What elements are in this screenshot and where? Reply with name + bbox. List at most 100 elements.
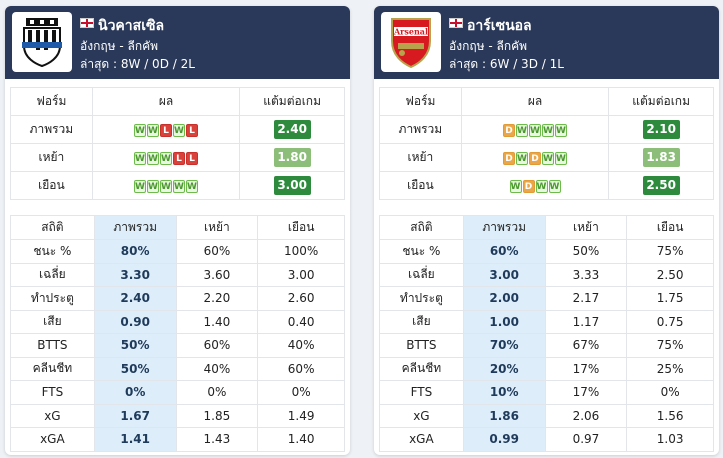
stats-row: เสีย 1.00 1.17 0.75 xyxy=(379,309,714,334)
form-row-label: ภาพรวม xyxy=(10,115,93,144)
stat-value: 1.85 xyxy=(175,403,259,428)
result-badge[interactable]: W xyxy=(134,179,147,193)
stats-header-cell: สถิติ xyxy=(379,215,464,240)
ppg-badge: 2.50 xyxy=(642,176,680,195)
ppg-cell: 1.80 xyxy=(239,143,345,172)
result-badge[interactable]: W xyxy=(147,123,160,137)
team-header: นิวคาสเซิล อังกฤษ - ลีกคัพ ล่าสุด : 8W / 0… xyxy=(5,6,350,79)
result-badge[interactable]: W xyxy=(173,123,186,137)
stat-label: xGA xyxy=(379,427,464,452)
stat-label: เสีย xyxy=(10,309,95,334)
form-row: เยือน W D W W 2.50 xyxy=(379,171,714,200)
form-row-label: เหย้า xyxy=(379,143,462,172)
league-name[interactable]: อังกฤษ - ลีกคัพ xyxy=(80,39,159,53)
result-badge[interactable]: L xyxy=(160,123,173,137)
result-badge[interactable]: W xyxy=(134,151,147,165)
stat-value: 1.49 xyxy=(257,403,345,428)
form-header-cell: ฟอร์ม xyxy=(10,87,93,116)
result-badge[interactable]: W xyxy=(173,179,186,193)
stats-row: ชนะ % 80% 60% 100% xyxy=(10,239,345,264)
stats-row: xGA 1.41 1.43 1.40 xyxy=(10,427,345,452)
result-badge[interactable]: D xyxy=(503,151,516,165)
newcastle-crest-icon[interactable] xyxy=(12,12,72,72)
stats-row: xG 1.67 1.85 1.49 xyxy=(10,403,345,428)
result-badge[interactable]: W xyxy=(555,123,568,137)
result-badge[interactable]: W xyxy=(160,179,173,193)
form-row-label: เหย้า xyxy=(10,143,93,172)
form-header-cell: แต้มต่อเกม xyxy=(608,87,714,116)
stat-value: 0% xyxy=(93,380,177,405)
stat-value: 2.50 xyxy=(626,262,714,287)
ppg-cell: 2.40 xyxy=(239,115,345,144)
result-badge[interactable]: W xyxy=(186,179,199,193)
stat-value: 1.17 xyxy=(544,309,628,334)
stat-value: 1.41 xyxy=(93,427,177,452)
result-badge[interactable]: D xyxy=(503,123,516,137)
result-badge[interactable]: W xyxy=(160,151,173,165)
stat-label: เฉลี่ย xyxy=(10,262,95,287)
form-row: ภาพรวม D W W W W 2.10 xyxy=(379,115,714,144)
result-badge[interactable]: W xyxy=(529,123,542,137)
result-badge[interactable]: L xyxy=(173,151,186,165)
result-badge[interactable]: W xyxy=(147,151,160,165)
stats-row: BTTS 70% 67% 75% xyxy=(379,333,714,358)
result-badge[interactable]: W xyxy=(548,179,561,193)
stat-value: 3.00 xyxy=(462,262,546,287)
arsenal-crest-icon[interactable]: Arsenal xyxy=(381,12,441,72)
stat-value: 75% xyxy=(626,333,714,358)
stat-value: 25% xyxy=(626,356,714,381)
result-badge[interactable]: W xyxy=(516,123,529,137)
stat-value: 0.90 xyxy=(93,309,177,334)
ppg-badge: 1.80 xyxy=(273,148,311,167)
league-name[interactable]: อังกฤษ - ลีกคัพ xyxy=(449,39,528,53)
result-badge[interactable]: W xyxy=(542,151,555,165)
result-badge[interactable]: W xyxy=(516,151,529,165)
stat-value: 40% xyxy=(257,333,345,358)
england-flag-icon xyxy=(80,18,94,28)
stat-value: 50% xyxy=(93,333,177,358)
form-header-cell: ฟอร์ม xyxy=(379,87,462,116)
form-row: เยือน W W W W W 3.00 xyxy=(10,171,345,200)
team-name[interactable]: อาร์เซนอล xyxy=(467,18,532,34)
stat-value: 0% xyxy=(257,380,345,405)
result-badge[interactable]: W xyxy=(147,179,160,193)
ppg-cell: 2.10 xyxy=(608,115,714,144)
stat-value: 80% xyxy=(93,239,177,264)
result-badge[interactable]: D xyxy=(529,151,542,165)
stat-value: 17% xyxy=(544,356,628,381)
stat-value: 3.30 xyxy=(93,262,177,287)
result-badge[interactable]: W xyxy=(542,123,555,137)
result-badge[interactable]: W xyxy=(134,123,147,137)
result-badge[interactable]: L xyxy=(186,123,199,137)
form-header-row: ฟอร์ม ผล แต้มต่อเกม xyxy=(379,87,714,116)
stats-table: สถิติ ภาพรวม เหย้า เยือน ชนะ % 80% 60% 100% เฉลี… xyxy=(10,215,345,452)
stat-value: 2.06 xyxy=(544,403,628,428)
recent-record: ล่าสุด : 6W / 3D / 1L xyxy=(449,57,564,71)
stat-label: FTS xyxy=(10,380,95,405)
stat-value: 17% xyxy=(544,380,628,405)
result-badge[interactable]: L xyxy=(186,151,199,165)
stats-header-cell: เหย้า xyxy=(175,215,259,240)
stat-value: 3.60 xyxy=(175,262,259,287)
stat-label: คลีนชีท xyxy=(379,356,464,381)
result-badge[interactable]: W xyxy=(535,179,548,193)
ppg-cell: 3.00 xyxy=(239,171,345,200)
stat-value: 0% xyxy=(175,380,259,405)
ppg-badge: 3.00 xyxy=(273,176,311,195)
stat-value: 1.43 xyxy=(175,427,259,452)
result-badge[interactable]: W xyxy=(509,179,522,193)
team-name[interactable]: นิวคาสเซิล xyxy=(98,18,165,34)
result-badge[interactable]: D xyxy=(522,179,535,193)
stat-value: 1.03 xyxy=(626,427,714,452)
stat-value: 2.40 xyxy=(93,286,177,311)
stats-row: คลีนชีท 20% 17% 25% xyxy=(379,356,714,381)
stat-value: 100% xyxy=(257,239,345,264)
svg-text:Arsenal: Arsenal xyxy=(393,27,428,37)
stat-value: 1.75 xyxy=(626,286,714,311)
stat-value: 1.67 xyxy=(93,403,177,428)
england-flag-icon xyxy=(449,18,463,28)
stats-row: คลีนชีท 50% 40% 60% xyxy=(10,356,345,381)
result-badge[interactable]: W xyxy=(555,151,568,165)
stat-value: 60% xyxy=(175,239,259,264)
